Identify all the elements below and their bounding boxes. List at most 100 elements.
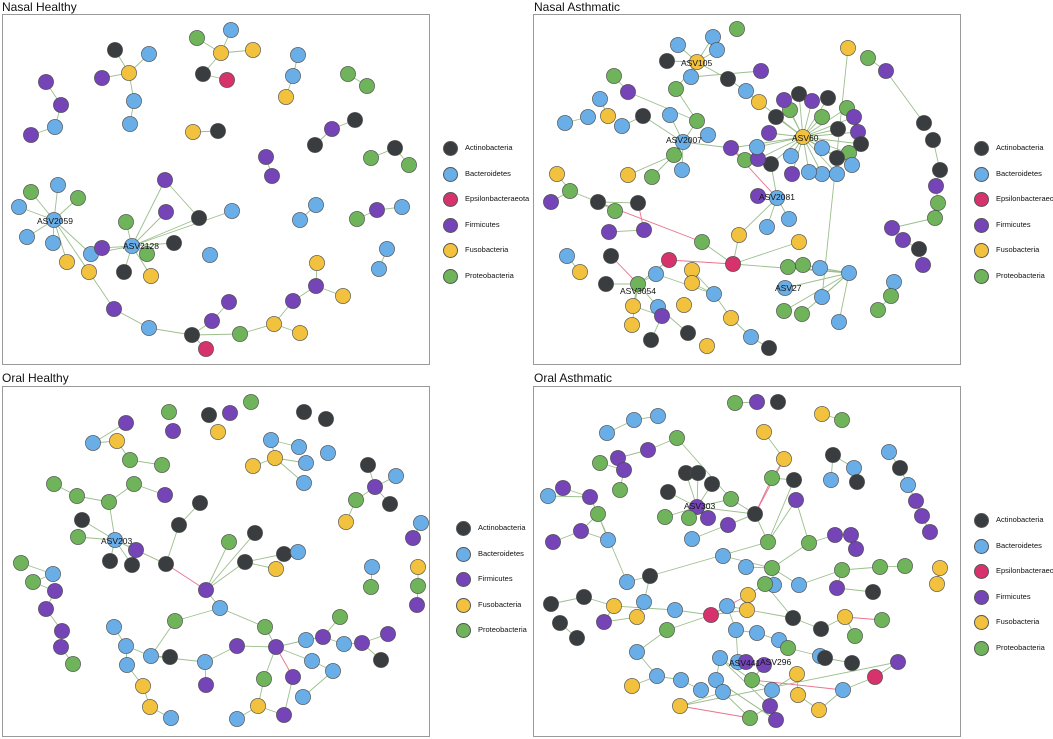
node-actinobacteria — [643, 332, 659, 348]
legend-item-actinobacteria: Actinobacteria — [974, 511, 1053, 537]
node-proteobacteria — [161, 404, 177, 420]
positive-edge — [53, 219, 92, 255]
node-bacteroidetes — [295, 689, 311, 705]
node-bacteroidetes — [600, 532, 616, 548]
node-firmicutes — [53, 97, 69, 113]
node-bacteroidetes — [50, 177, 66, 193]
node-fusobacteria — [121, 65, 137, 81]
node-actinobacteria — [865, 584, 881, 600]
node-proteobacteria — [780, 640, 796, 656]
node-fusobacteria — [109, 433, 125, 449]
node-actinobacteria — [191, 210, 207, 226]
node-actinobacteria — [660, 484, 676, 500]
node-proteobacteria — [644, 169, 660, 185]
legend-swatch-firmicutes — [974, 217, 989, 233]
node-bacteroidetes — [759, 219, 775, 235]
node-firmicutes — [47, 583, 63, 599]
node-firmicutes — [221, 294, 237, 310]
node-fusobacteria — [932, 560, 948, 576]
node-fusobacteria — [929, 576, 945, 592]
node-bacteroidetes — [777, 280, 793, 296]
node-bacteroidetes — [835, 682, 851, 698]
node-fusobacteria — [676, 297, 692, 313]
hub-label-asv2081: ASV2081 — [759, 192, 795, 202]
node-firmicutes — [409, 597, 425, 613]
node-bacteroidetes — [738, 559, 754, 575]
node-firmicutes — [720, 517, 736, 533]
node-bacteroidetes — [769, 190, 785, 206]
node-fusobacteria — [789, 666, 805, 682]
legend-item-fusobacteria: Fusobacteria — [974, 613, 1053, 639]
node-firmicutes — [315, 629, 331, 645]
node-proteobacteria — [669, 430, 685, 446]
node-proteobacteria — [607, 203, 623, 219]
node-actinobacteria — [829, 150, 845, 166]
node-actinobacteria — [201, 407, 217, 423]
node-actinobacteria — [276, 546, 292, 562]
node-actinobacteria — [761, 340, 777, 356]
panel-title-nasal-healthy: Nasal Healthy — [2, 0, 77, 14]
node-actinobacteria — [704, 476, 720, 492]
node-proteobacteria — [13, 555, 29, 571]
node-proteobacteria — [101, 494, 117, 510]
node-firmicutes — [761, 125, 777, 141]
node-actinobacteria — [373, 652, 389, 668]
node-firmicutes — [749, 394, 765, 410]
node-fusobacteria — [751, 94, 767, 110]
node-proteobacteria — [801, 535, 817, 551]
node-fusobacteria — [790, 687, 806, 703]
node-proteobacteria — [883, 288, 899, 304]
node-actinobacteria — [830, 121, 846, 137]
node-bacteroidetes — [592, 91, 608, 107]
node-proteobacteria — [606, 68, 622, 84]
node-bacteroidetes — [743, 329, 759, 345]
node-proteobacteria — [659, 622, 675, 638]
hub-label-asv2007: ASV2007 — [666, 135, 702, 145]
node-proteobacteria — [694, 234, 710, 250]
node-bacteroidetes — [229, 711, 245, 727]
node-proteobacteria — [410, 578, 426, 594]
node-proteobacteria — [256, 671, 272, 687]
legend-item-actinobacteria: Actinobacteria — [443, 139, 563, 165]
node-bacteroidetes — [163, 710, 179, 726]
node-firmicutes — [700, 510, 716, 526]
node-actinobacteria — [382, 496, 398, 512]
node-bacteroidetes — [197, 654, 213, 670]
node-actinobacteria — [166, 235, 182, 251]
node-bacteroidetes — [364, 559, 380, 575]
node-proteobacteria — [668, 81, 684, 97]
legend-label: Epsilonbacteraeota — [996, 194, 1053, 203]
legend-swatch-actinobacteria — [974, 141, 989, 156]
hub-label-asv3054: ASV3054 — [620, 286, 656, 296]
node-bacteroidetes — [886, 274, 902, 290]
node-bacteroidetes — [124, 238, 140, 254]
hub-label-asv441: ASV441 — [729, 658, 760, 668]
node-fusobacteria — [624, 317, 640, 333]
positive-edge — [802, 131, 859, 138]
node-fusobacteria — [278, 89, 294, 105]
node-fusobacteria — [600, 108, 616, 124]
legend-label: Bacteroidetes — [996, 168, 1042, 178]
node-proteobacteria — [25, 574, 41, 590]
legend-nasal-healthy: Actinobacteria Bacteroidetes Epsilonbacter… — [443, 139, 563, 292]
positive-edge — [205, 541, 230, 591]
node-proteobacteria — [363, 150, 379, 166]
node-bacteroidetes — [749, 139, 765, 155]
node-bacteroidetes — [325, 663, 341, 679]
node-actinobacteria — [680, 325, 696, 341]
node-fusobacteria — [135, 678, 151, 694]
positive-edge — [767, 499, 797, 543]
legend-swatch-firmicutes — [443, 217, 458, 233]
node-proteobacteria — [332, 609, 348, 625]
positive-edge — [53, 219, 90, 273]
node-actinobacteria — [635, 108, 651, 124]
node-proteobacteria — [630, 276, 646, 292]
node-proteobacteria — [930, 195, 946, 211]
node-firmicutes — [94, 70, 110, 86]
node-bacteroidetes — [45, 235, 61, 251]
node-proteobacteria — [689, 113, 705, 129]
positive-edge — [150, 655, 206, 663]
node-proteobacteria — [70, 529, 86, 545]
node-actinobacteria — [844, 655, 860, 671]
legend-nasal-asthmatic: Actinobacteria Bacteroidetes Epsilonbacter… — [974, 139, 1053, 292]
